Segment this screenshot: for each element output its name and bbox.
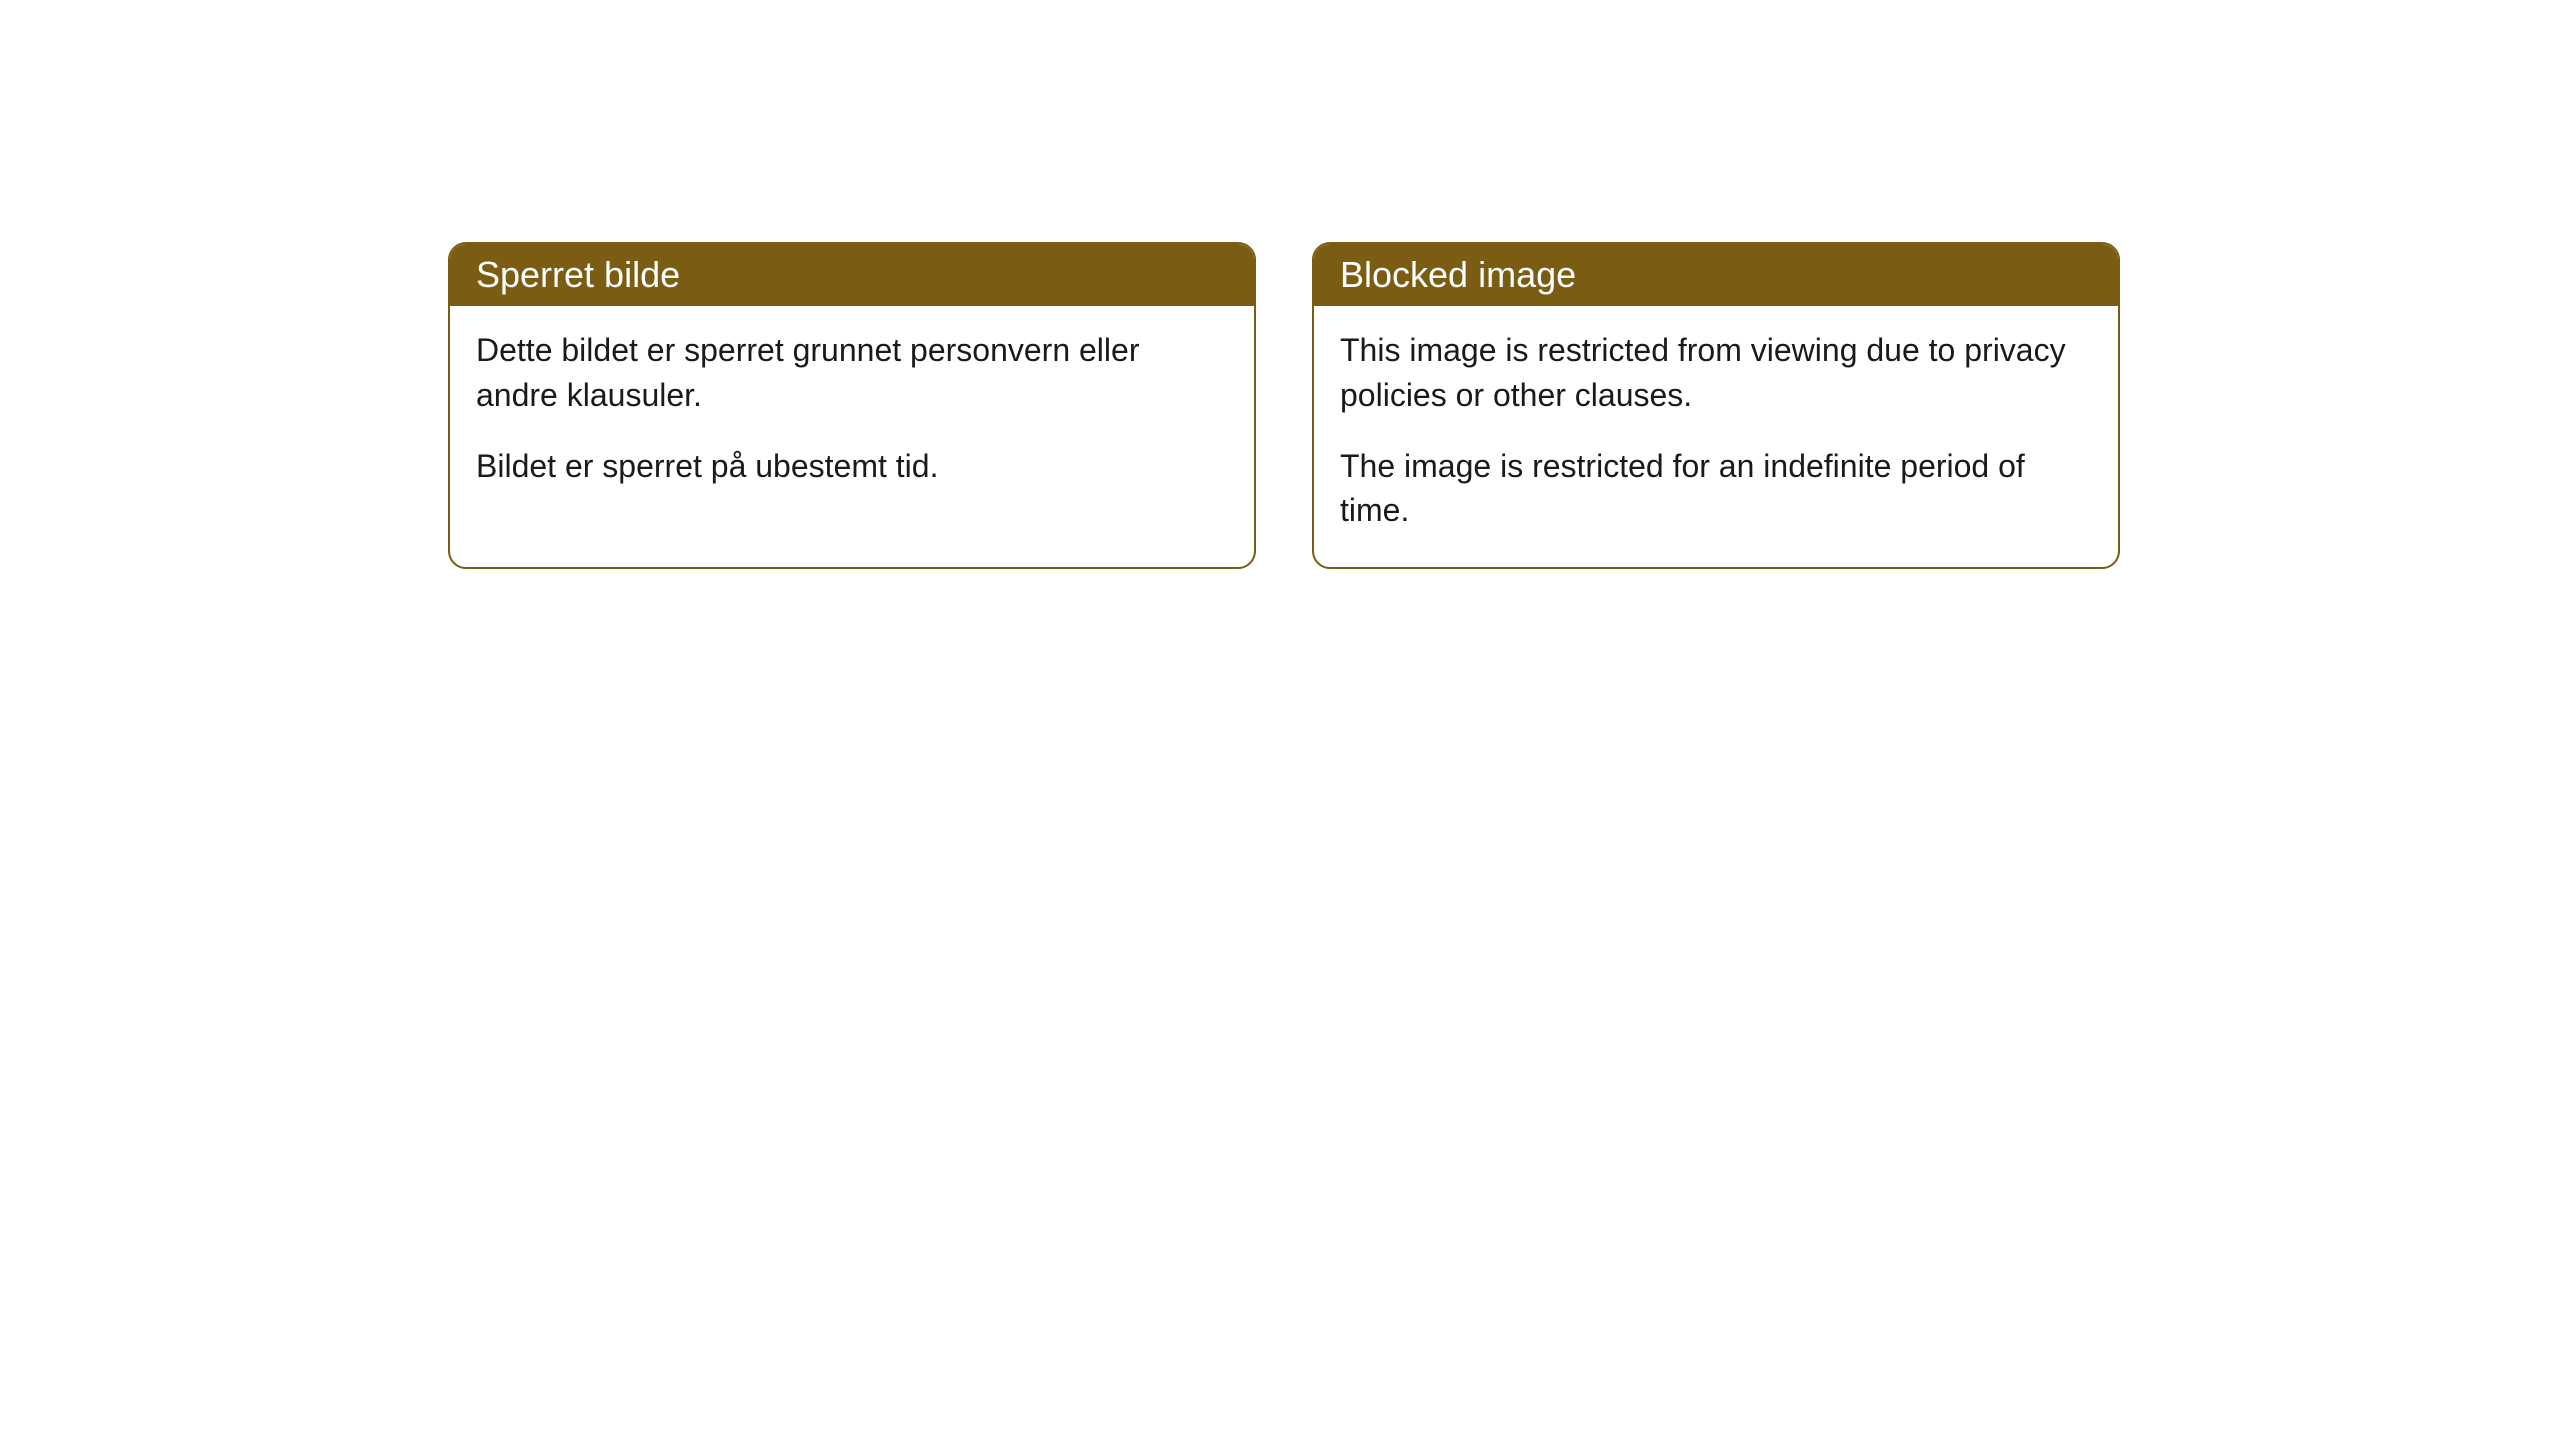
card-paragraph-1: This image is restricted from viewing du… <box>1340 328 2092 418</box>
card-english: Blocked image This image is restricted f… <box>1312 242 2120 569</box>
card-paragraph-2: Bildet er sperret på ubestemt tid. <box>476 444 1228 489</box>
card-norwegian: Sperret bilde Dette bildet er sperret gr… <box>448 242 1256 569</box>
card-title-norwegian: Sperret bilde <box>476 254 680 295</box>
card-paragraph-2: The image is restricted for an indefinit… <box>1340 444 2092 534</box>
card-title-english: Blocked image <box>1340 254 1576 295</box>
card-header-norwegian: Sperret bilde <box>450 244 1254 306</box>
card-paragraph-1: Dette bildet er sperret grunnet personve… <box>476 328 1228 418</box>
card-body-norwegian: Dette bildet er sperret grunnet personve… <box>450 306 1254 522</box>
card-header-english: Blocked image <box>1314 244 2118 306</box>
card-body-english: This image is restricted from viewing du… <box>1314 306 2118 567</box>
cards-container: Sperret bilde Dette bildet er sperret gr… <box>448 242 2560 569</box>
